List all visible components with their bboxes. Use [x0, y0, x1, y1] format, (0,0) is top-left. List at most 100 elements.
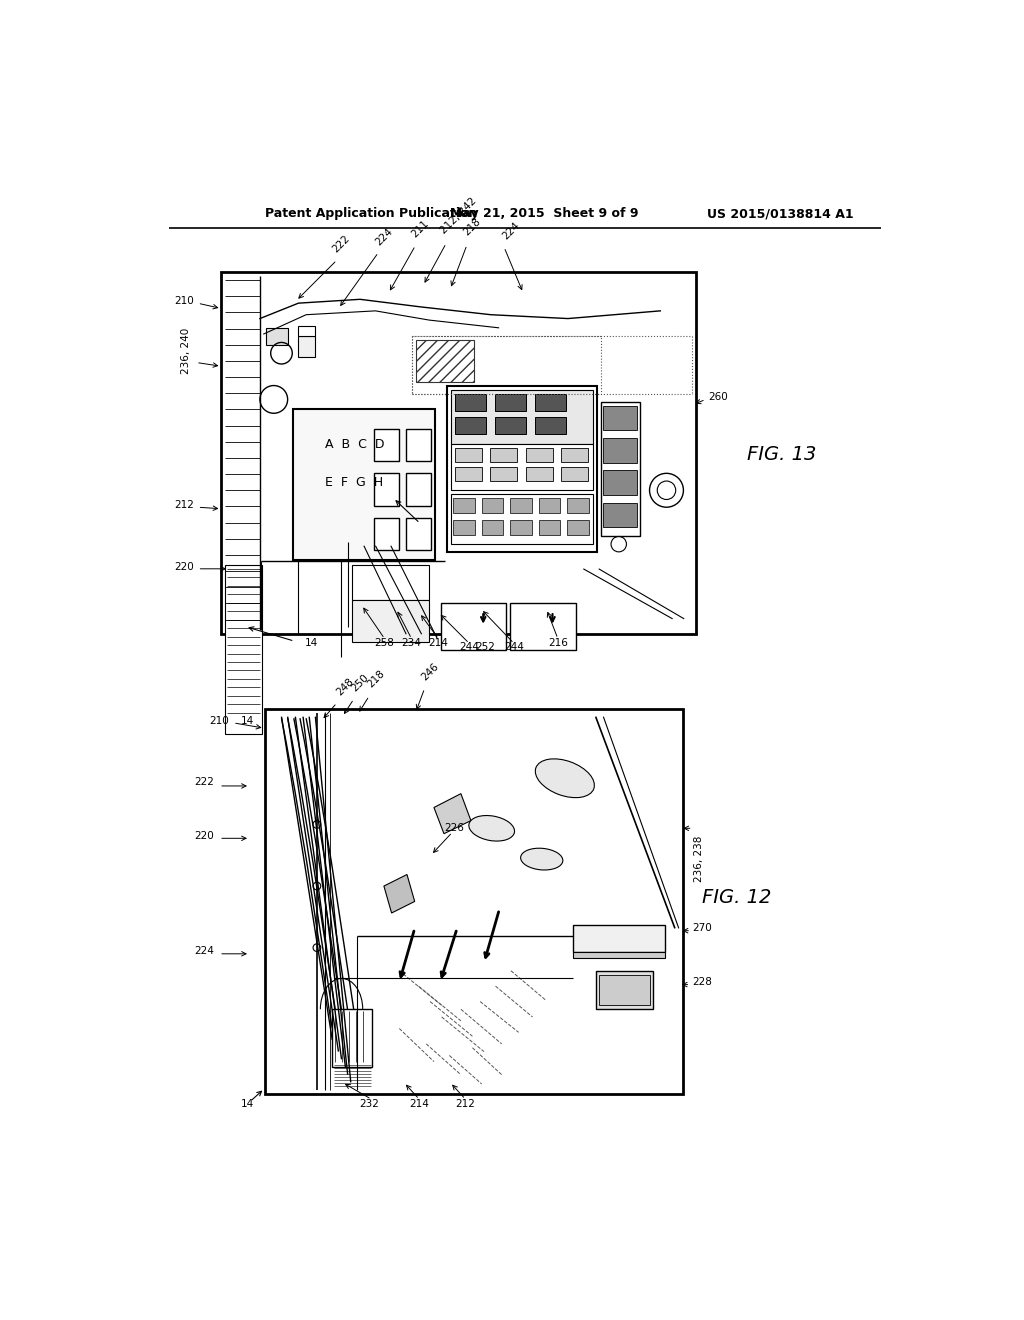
Text: E  F  G  H: E F G H — [326, 477, 384, 490]
Text: 260: 260 — [708, 392, 728, 403]
Bar — [525, 447, 553, 462]
Ellipse shape — [520, 849, 563, 870]
Ellipse shape — [536, 759, 594, 797]
Text: Patent Application Publication: Patent Application Publication — [265, 207, 477, 220]
Bar — [293, 409, 435, 560]
Text: 212, 242: 212, 242 — [438, 195, 478, 235]
Text: 248: 248 — [335, 676, 355, 697]
Bar — [495, 393, 525, 411]
Bar — [481, 498, 503, 513]
Text: 228: 228 — [692, 977, 713, 987]
Bar — [603, 470, 637, 495]
Bar — [374, 517, 398, 550]
Bar — [441, 603, 506, 649]
Text: 270: 270 — [692, 924, 713, 933]
Text: 210: 210 — [209, 715, 229, 726]
Text: US 2015/0138814 A1: US 2015/0138814 A1 — [707, 207, 853, 220]
Bar — [455, 417, 485, 434]
Bar — [539, 520, 560, 535]
Ellipse shape — [469, 816, 514, 841]
Bar — [413, 337, 601, 395]
Text: 226: 226 — [444, 824, 464, 833]
Text: FIG. 12: FIG. 12 — [701, 888, 771, 907]
Text: 216: 216 — [548, 639, 568, 648]
Bar — [447, 387, 597, 552]
Bar — [603, 503, 637, 527]
Text: 232: 232 — [359, 1100, 379, 1109]
Bar — [352, 565, 429, 599]
Bar — [352, 599, 429, 642]
Text: 244: 244 — [504, 643, 524, 652]
Text: 220: 220 — [194, 832, 214, 841]
Bar — [561, 467, 588, 480]
Bar — [333, 1010, 373, 1067]
Bar — [374, 474, 398, 506]
Bar — [407, 474, 431, 506]
Text: 14: 14 — [241, 715, 254, 726]
Text: 214: 214 — [410, 1100, 429, 1109]
Bar — [490, 447, 517, 462]
Bar — [601, 401, 640, 536]
Bar — [596, 970, 653, 1010]
Text: 220: 220 — [174, 561, 194, 572]
Bar — [266, 327, 288, 345]
Bar — [221, 272, 695, 635]
Text: 234: 234 — [401, 639, 422, 648]
Bar — [298, 335, 315, 358]
Text: 14: 14 — [305, 639, 318, 648]
Text: May 21, 2015  Sheet 9 of 9: May 21, 2015 Sheet 9 of 9 — [451, 207, 639, 220]
Bar — [451, 494, 593, 544]
Polygon shape — [434, 793, 471, 834]
Bar — [490, 467, 517, 480]
Bar — [535, 417, 565, 434]
Polygon shape — [384, 875, 415, 913]
Bar — [407, 517, 431, 550]
Bar — [264, 709, 683, 1094]
Bar — [567, 498, 589, 513]
Bar — [567, 520, 589, 535]
Text: 212: 212 — [174, 500, 194, 510]
Bar — [455, 447, 481, 462]
Bar — [539, 498, 560, 513]
Text: 224: 224 — [500, 220, 521, 242]
Text: 218: 218 — [462, 216, 482, 238]
Bar — [561, 447, 588, 462]
Text: 218: 218 — [366, 668, 386, 689]
Text: 252: 252 — [475, 643, 495, 652]
Bar — [603, 438, 637, 462]
Bar — [374, 429, 398, 461]
Text: FIG. 13: FIG. 13 — [746, 445, 816, 465]
Text: 258: 258 — [375, 639, 394, 648]
Text: 210: 210 — [174, 296, 194, 306]
Text: 224: 224 — [194, 946, 214, 957]
Bar — [510, 498, 531, 513]
Text: 222: 222 — [331, 234, 352, 255]
Bar — [572, 952, 665, 958]
Bar — [599, 974, 649, 1006]
Bar — [225, 565, 262, 734]
Text: 236, 240: 236, 240 — [180, 327, 190, 374]
Bar — [603, 405, 637, 430]
Text: 250: 250 — [350, 672, 371, 693]
Bar — [451, 391, 593, 444]
Bar — [510, 603, 575, 649]
Bar — [416, 341, 474, 383]
Text: 222: 222 — [194, 777, 214, 787]
Bar — [525, 467, 553, 480]
Bar — [510, 520, 531, 535]
Text: 211: 211 — [410, 218, 431, 239]
Text: 212: 212 — [456, 1100, 475, 1109]
Bar — [454, 498, 475, 513]
Bar — [298, 326, 315, 335]
Bar — [535, 393, 565, 411]
Bar — [481, 520, 503, 535]
Text: 214: 214 — [429, 639, 449, 648]
Bar — [455, 467, 481, 480]
Text: 246: 246 — [419, 661, 440, 682]
Text: 14: 14 — [241, 1100, 254, 1109]
Bar — [454, 520, 475, 535]
Bar — [407, 429, 431, 461]
Text: 244: 244 — [460, 643, 479, 652]
Bar — [495, 417, 525, 434]
Text: 236, 238: 236, 238 — [694, 836, 703, 882]
